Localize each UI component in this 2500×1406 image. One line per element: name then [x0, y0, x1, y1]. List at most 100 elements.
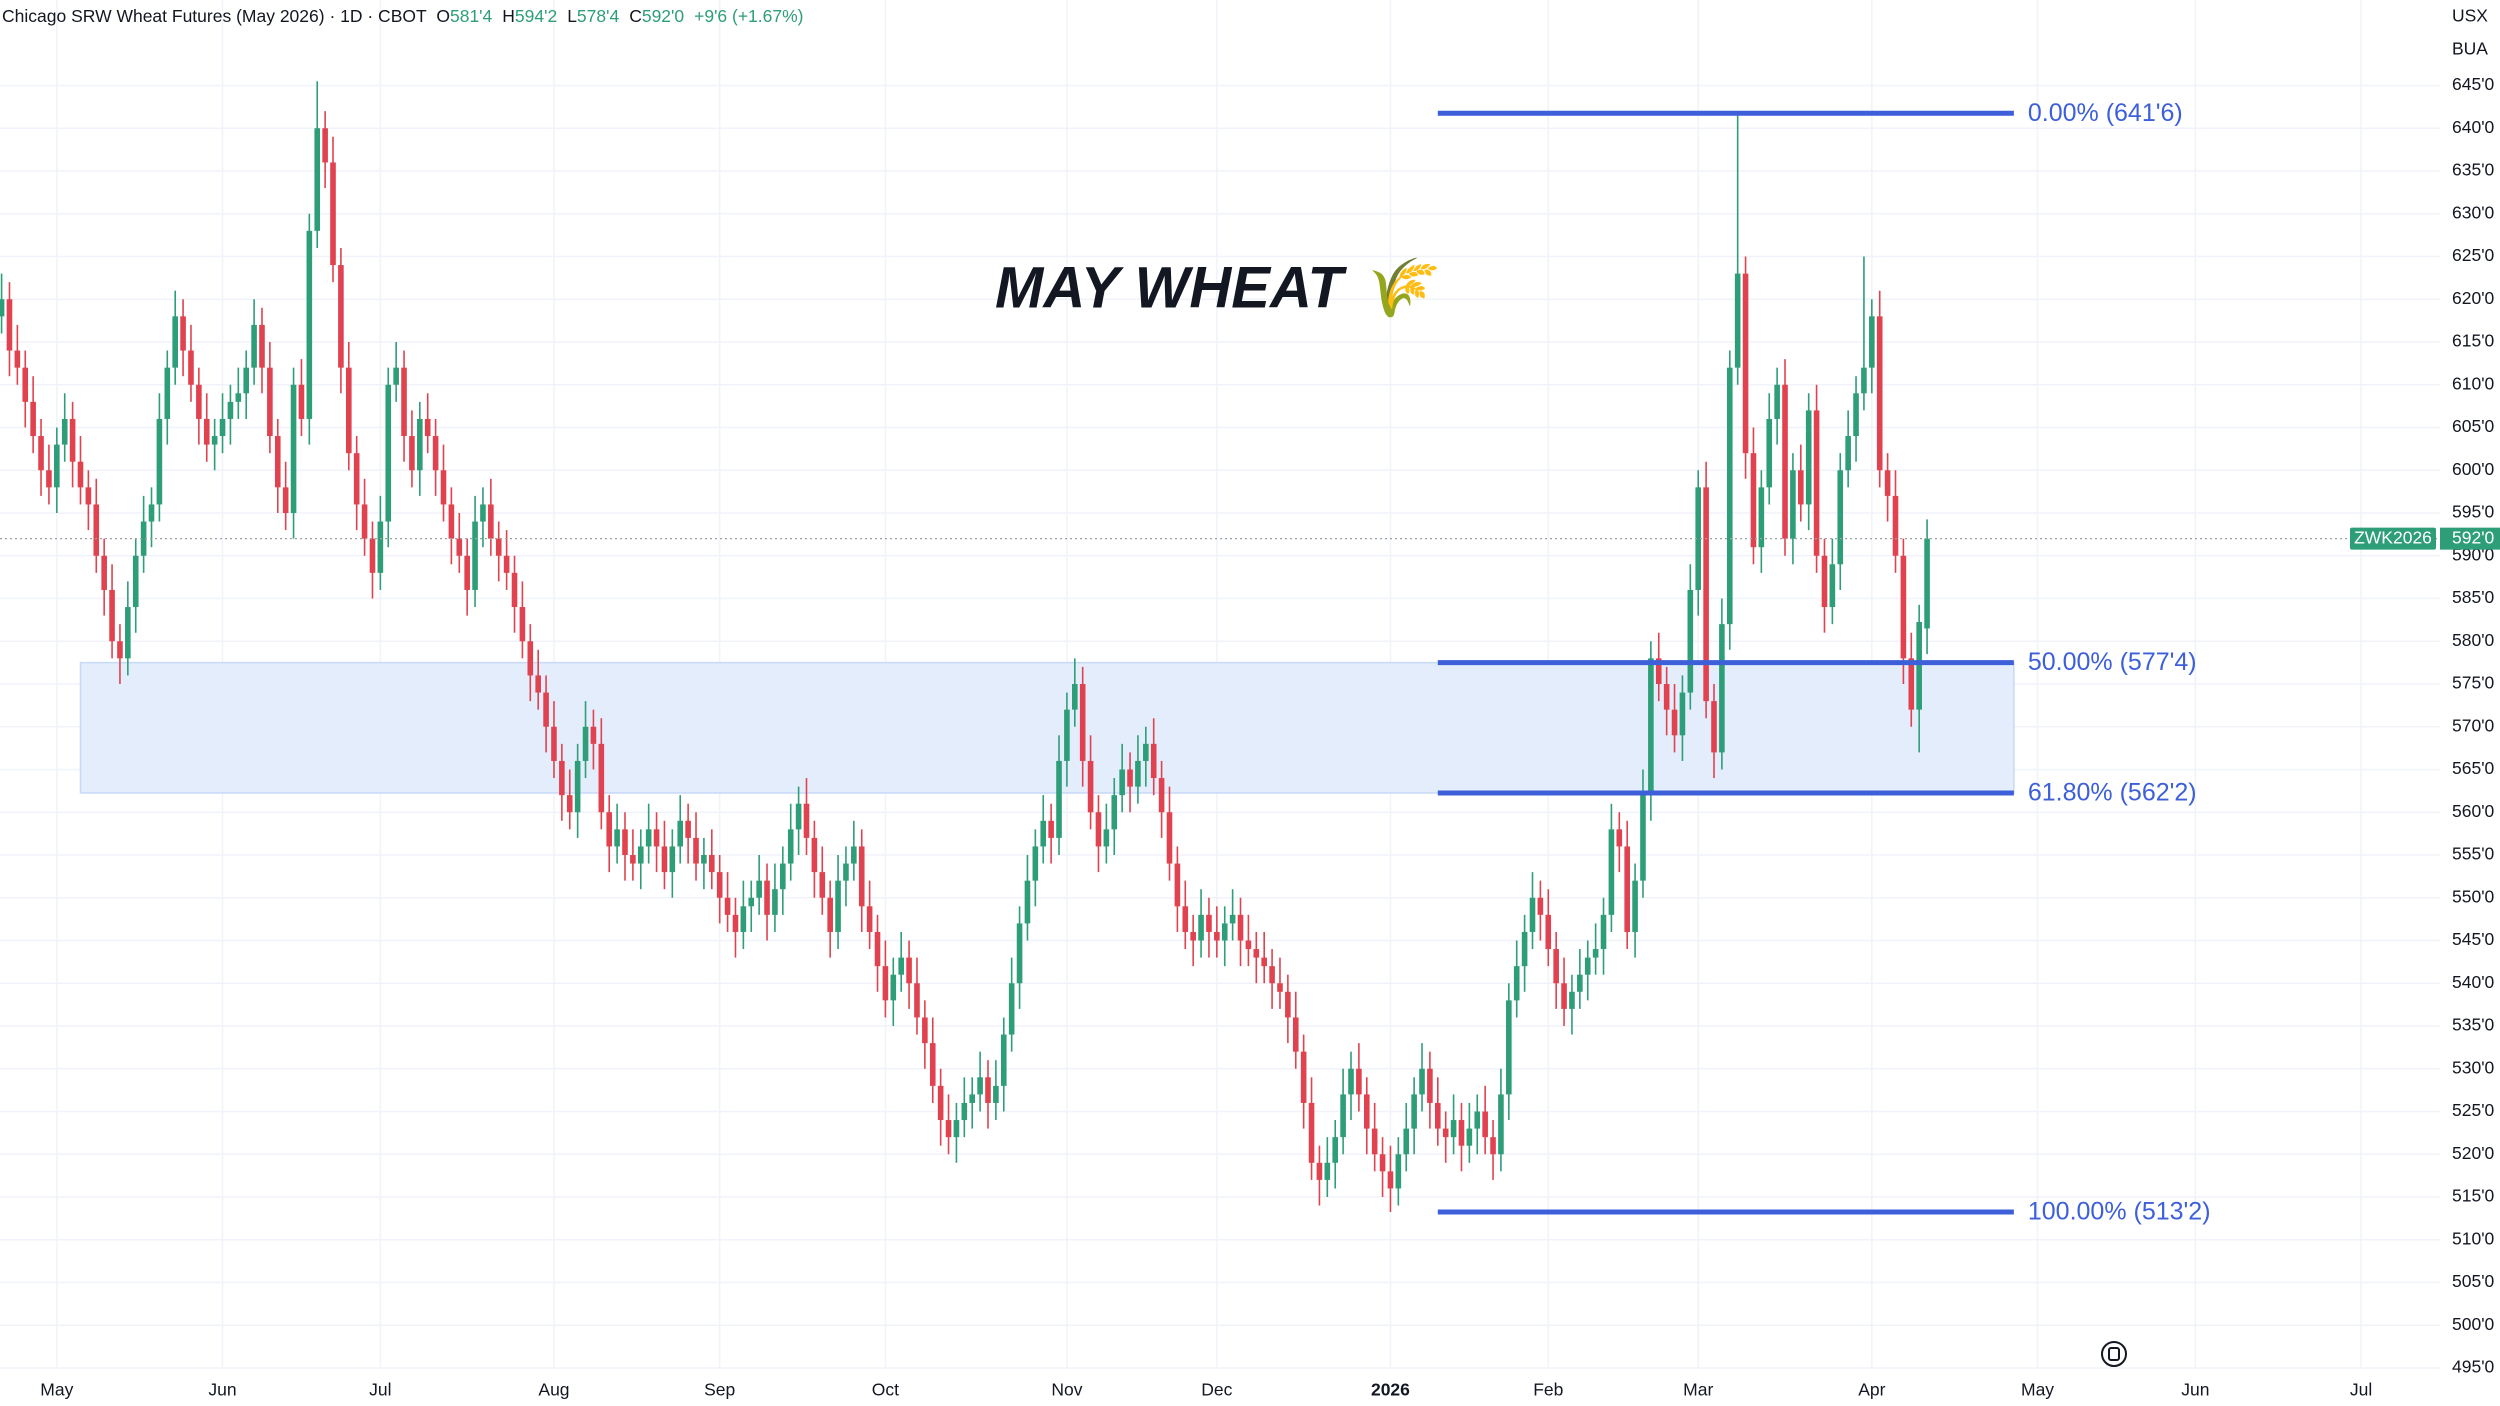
- y-tick-label: 570'0: [2452, 715, 2495, 735]
- x-tick-label: Apr: [1858, 1380, 1885, 1400]
- candle-body: [54, 444, 60, 488]
- ohlc-key: L: [567, 6, 577, 26]
- candle-body: [1316, 1162, 1323, 1180]
- candle-body: [1845, 436, 1851, 471]
- candle-body: [1000, 1034, 1007, 1086]
- x-tick-label: Jul: [2350, 1380, 2372, 1400]
- candle-body: [1892, 495, 1899, 556]
- candle-body: [551, 726, 557, 761]
- candle-body: [1190, 931, 1196, 941]
- candle-body: [290, 384, 297, 513]
- candle-body: [582, 726, 589, 761]
- icon[interactable]: [2108, 1347, 2120, 1361]
- candle-body: [1111, 795, 1118, 830]
- candle-body: [574, 760, 581, 813]
- candle-body: [1214, 931, 1220, 941]
- candle-body: [1087, 760, 1094, 813]
- candle-body: [1095, 812, 1102, 847]
- candle-body: [653, 829, 660, 847]
- candle-body: [701, 855, 707, 864]
- candle-body: [1521, 931, 1528, 967]
- candle-body: [1537, 897, 1544, 915]
- candle-body: [945, 1120, 952, 1138]
- candle-body: [472, 521, 478, 590]
- fib-label: 61.80% (562'2): [2028, 779, 2197, 807]
- candle-body: [432, 436, 439, 471]
- candle-body: [1182, 906, 1189, 932]
- candle-body: [906, 957, 912, 984]
- candle-body: [1592, 949, 1599, 958]
- candle-body: [109, 589, 115, 642]
- candle-body: [1158, 778, 1165, 813]
- candle-body: [961, 1102, 968, 1121]
- candle-body: [1103, 829, 1110, 847]
- candle-body: [795, 803, 802, 830]
- y-tick-label: 575'0: [2452, 673, 2495, 693]
- candle-body: [843, 863, 849, 881]
- candle-body: [527, 641, 534, 676]
- fib-label: 0.00% (641'6): [2028, 99, 2183, 127]
- candle-body: [637, 846, 644, 864]
- candle-body: [251, 324, 257, 368]
- candle-body: [1261, 957, 1267, 967]
- candle-body: [1008, 983, 1015, 1035]
- candle-body: [937, 1085, 944, 1121]
- x-tick-label: Jul: [369, 1380, 391, 1400]
- candle-body: [1119, 769, 1125, 796]
- candle-body: [1679, 692, 1686, 736]
- y-tick-label: 580'0: [2452, 630, 2495, 650]
- candle-body: [835, 880, 841, 932]
- candle-body: [985, 1077, 991, 1103]
- candle-body: [614, 829, 620, 847]
- y-tick-label: 525'0: [2452, 1100, 2495, 1120]
- candle-body: [1853, 393, 1859, 437]
- candle-body: [732, 914, 739, 932]
- candle-body: [1166, 812, 1173, 864]
- candle-body: [519, 607, 526, 642]
- candle-body: [1427, 1068, 1433, 1103]
- candle-body: [1837, 470, 1844, 565]
- candle-body: [1229, 914, 1236, 924]
- candle-body: [1450, 1120, 1457, 1138]
- unit-label: USX: [2452, 6, 2488, 26]
- candle-body: [1048, 820, 1054, 838]
- candle-body: [1663, 684, 1670, 710]
- candle-body: [1466, 1128, 1473, 1146]
- candle-body: [219, 418, 226, 437]
- candle-body: [851, 846, 857, 864]
- candle-body: [488, 504, 494, 539]
- y-tick-label: 630'0: [2452, 202, 2495, 222]
- y-tick-label: 495'0: [2452, 1357, 2495, 1377]
- candle-body: [148, 504, 155, 522]
- candle-body: [787, 829, 794, 864]
- candle-body: [1608, 829, 1615, 915]
- y-tick-label: 615'0: [2452, 331, 2495, 351]
- candle-body: [0, 299, 5, 317]
- x-tick-label: May: [2021, 1380, 2054, 1400]
- candle-body: [764, 880, 770, 915]
- candle-body: [874, 931, 881, 967]
- candle-body: [756, 880, 762, 898]
- candle-body: [345, 367, 352, 454]
- x-tick-label: Dec: [1201, 1380, 1232, 1400]
- x-tick-label: Aug: [538, 1380, 569, 1400]
- y-tick-label: 510'0: [2452, 1228, 2495, 1248]
- icon[interactable]: [2101, 1341, 2127, 1367]
- candle-body: [1143, 743, 1149, 761]
- candle-body: [740, 906, 747, 932]
- candle-body: [1561, 983, 1567, 1009]
- candle-body: [1056, 760, 1062, 838]
- price-tag-label: 592'0: [2452, 527, 2495, 547]
- candle-body: [1221, 923, 1228, 941]
- candle-body: [1695, 487, 1702, 590]
- candle-body: [440, 470, 447, 505]
- candle-body: [1387, 1171, 1394, 1189]
- candle-body: [535, 675, 541, 693]
- candle-body: [693, 837, 699, 864]
- candle-body: [1632, 880, 1638, 932]
- icon-button[interactable]: [2101, 1341, 2127, 1367]
- candle-body: [401, 367, 407, 437]
- candle-body: [1750, 453, 1757, 548]
- y-tick-label: 635'0: [2452, 160, 2495, 180]
- x-tick-label: Feb: [1533, 1380, 1563, 1400]
